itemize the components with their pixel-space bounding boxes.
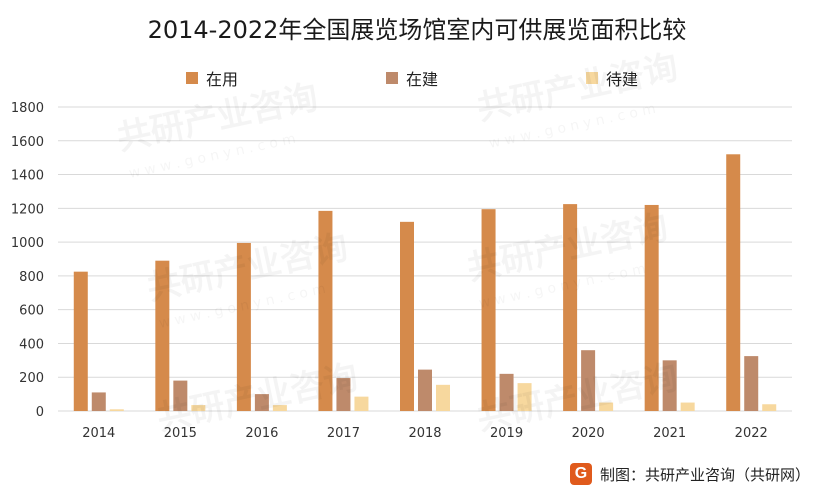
x-tick-label: 2021 [653,426,686,441]
bar [599,402,614,411]
legend-item-pending: 待建 [586,66,638,90]
bar [91,392,106,411]
bar [236,242,251,411]
bar [563,204,578,411]
chart-footer: G 制图：共研产业咨询（共研网） [569,463,810,485]
y-tick-label: 800 [19,270,44,285]
x-tick-label: 2015 [164,426,197,441]
legend-item-under-construction: 在建 [386,66,438,90]
chart-title: 2014-2022年全国展览场馆室内可供展览面积比较 [147,16,687,44]
y-tick-label: 1800 [11,101,44,116]
bar [354,396,369,411]
x-tick-label: 2022 [735,426,768,441]
bar [400,221,414,411]
legend-swatch-under-construction [386,72,398,84]
bar [662,360,677,411]
y-tick-label: 1200 [11,202,44,217]
bar [254,394,269,411]
legend-label-pending: 待建 [606,70,639,89]
legend-label-in-use: 在用 [206,70,239,89]
x-tick-label: 2017 [327,426,360,441]
bar [318,210,333,411]
chart-legend: 在用 在建 待建 [0,66,834,90]
x-tick-label: 2014 [82,426,115,441]
bar [336,378,351,411]
bar [418,369,432,411]
bar [517,383,532,411]
legend-label-under-construction: 在建 [406,70,439,89]
y-tick-label: 1000 [11,236,44,251]
bar [762,404,777,411]
legend-item-in-use: 在用 [186,66,238,90]
y-tick-label: 1600 [11,135,44,150]
bar [680,402,695,411]
y-tick-label: 600 [19,304,44,319]
y-tick-label: 1400 [11,169,44,184]
bar [744,356,759,411]
x-tick-label: 2019 [490,426,523,441]
y-tick-label: 200 [19,371,44,386]
bar [155,260,170,411]
bar [109,409,124,411]
bar [644,204,659,411]
bar [726,154,741,412]
y-tick-label: 400 [19,337,44,352]
legend-swatch-pending [586,72,598,84]
bar [272,405,287,411]
bar [436,384,450,411]
x-tick-label: 2020 [572,426,605,441]
legend-swatch-in-use [186,72,198,84]
brand-logo-icon: G [569,463,592,485]
bar [499,373,514,411]
bar [481,209,496,411]
x-tick-label: 2016 [245,426,278,441]
x-tick-label: 2018 [408,426,441,441]
bar [581,350,596,411]
bar [191,405,206,411]
source-credit: 制图：共研产业咨询（共研网） [599,465,810,484]
bar [73,271,88,411]
y-tick-label: 0 [36,405,44,420]
bar [173,380,188,411]
